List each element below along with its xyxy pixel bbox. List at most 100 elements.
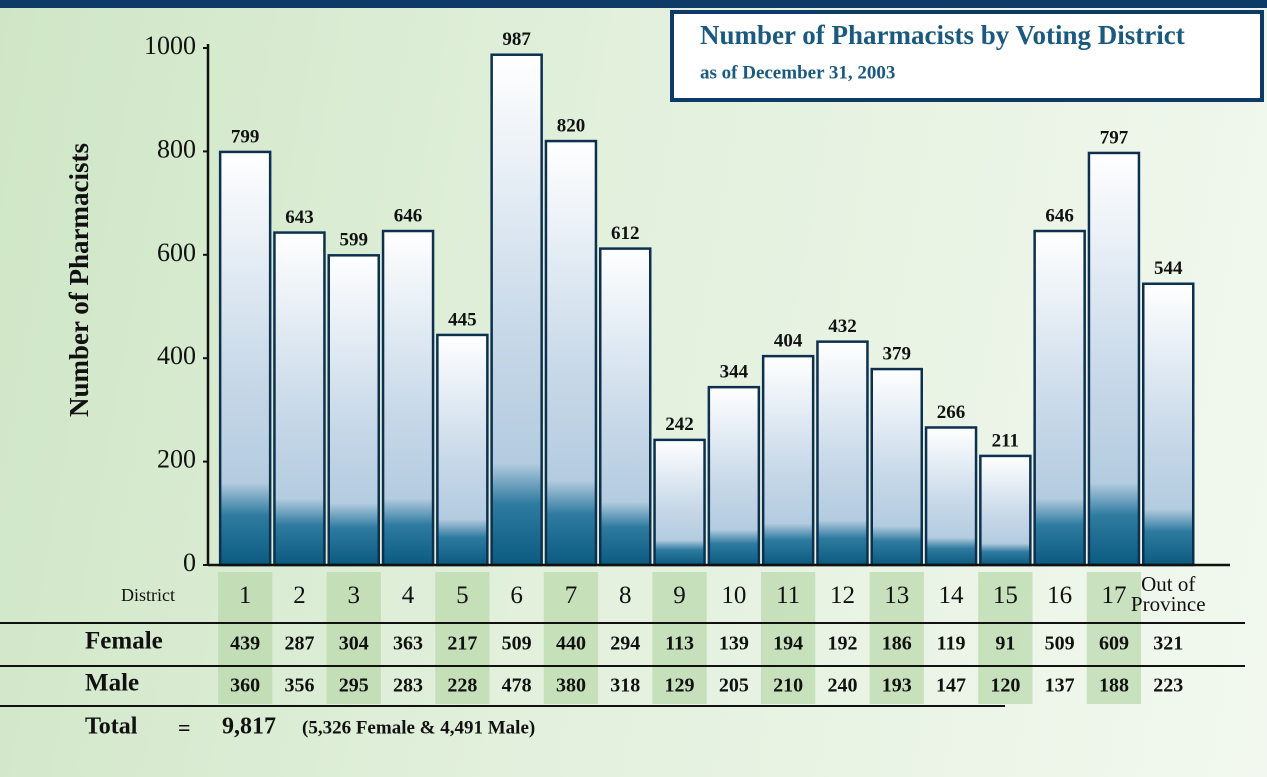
- table-cell: 283: [393, 675, 423, 697]
- x-tick-label: 10: [707, 586, 761, 606]
- table-cell: 205: [719, 675, 749, 697]
- x-tick-label: 11: [761, 586, 815, 606]
- x-tick-label: 12: [815, 586, 869, 606]
- table-cell: 186: [882, 633, 912, 655]
- value-label: 646: [394, 205, 423, 226]
- bar: [872, 369, 922, 565]
- x-tick-label: 2: [272, 586, 326, 606]
- value-label: 599: [340, 230, 369, 251]
- x-tick-label: 14: [924, 586, 978, 606]
- table-cell: 193: [882, 675, 912, 697]
- table-cell: 120: [990, 675, 1020, 697]
- x-tick-label: 3: [327, 586, 381, 606]
- table-cell: 194: [773, 633, 803, 655]
- total-equals: =: [178, 715, 191, 740]
- x-tick-label: 13: [870, 586, 924, 606]
- table-cell: 188: [1099, 675, 1129, 697]
- table-cell: 439: [230, 633, 260, 655]
- x-tick-label: 9: [652, 586, 706, 606]
- bar: [546, 141, 596, 565]
- x-tick-label: 6: [490, 586, 544, 606]
- table-cell: 147: [936, 675, 966, 697]
- table-cell: 192: [827, 633, 857, 655]
- bar: [437, 335, 487, 565]
- table-cell: 440: [556, 633, 586, 655]
- table-cell: 363: [393, 633, 423, 655]
- table-cell: 294: [610, 633, 640, 655]
- x-tick-label: 7: [544, 586, 598, 606]
- x-tick-label: Out of Province: [1130, 574, 1206, 614]
- value-label: 404: [774, 330, 803, 351]
- table-cell: 139: [719, 633, 749, 655]
- y-tick-label: 0: [183, 548, 196, 577]
- row-label: Male: [85, 670, 139, 697]
- bar: [1035, 231, 1085, 565]
- value-label: 797: [1100, 127, 1129, 148]
- table-cell: 380: [556, 675, 586, 697]
- bar: [329, 255, 379, 565]
- bar: [655, 440, 705, 565]
- bar: [763, 356, 813, 565]
- table-cell: 91: [995, 633, 1015, 655]
- table-cell: 287: [284, 633, 314, 655]
- table-cell: 240: [827, 675, 857, 697]
- table-cell: 478: [502, 675, 532, 697]
- x-tick-label: 15: [978, 586, 1032, 606]
- chart-subtitle: as of December 31, 2003: [700, 62, 895, 83]
- value-label: 344: [720, 362, 749, 383]
- bar: [709, 387, 759, 565]
- bar: [817, 342, 867, 565]
- table-cell: 318: [610, 675, 640, 697]
- table-cell: 223: [1153, 675, 1183, 697]
- value-label: 266: [937, 402, 966, 423]
- table-cell: 509: [502, 633, 532, 655]
- value-label: 643: [285, 207, 314, 228]
- x-tick-label: 1: [218, 586, 272, 606]
- x-tick-label: 8: [598, 586, 652, 606]
- table-cell: 217: [447, 633, 477, 655]
- value-label: 544: [1154, 258, 1183, 279]
- x-axis-label: District: [121, 585, 175, 605]
- chart-title: Number of Pharmacists by Voting District: [700, 20, 1185, 50]
- value-label: 211: [992, 430, 1019, 451]
- value-label: 612: [611, 223, 640, 244]
- bar: [600, 249, 650, 565]
- value-label: 799: [231, 126, 260, 147]
- page: Number of Pharmacists by Voting District…: [0, 0, 1267, 777]
- table-cell: 113: [665, 633, 694, 655]
- x-tick-label: 16: [1033, 586, 1087, 606]
- value-label: 445: [448, 309, 477, 330]
- table-cell: 609: [1099, 633, 1129, 655]
- value-label: 987: [502, 29, 531, 50]
- x-tick-label: 4: [381, 586, 435, 606]
- table-cell: 119: [937, 633, 966, 655]
- value-label: 646: [1045, 205, 1074, 226]
- chart: Number of Pharmacists by Voting District…: [0, 0, 1267, 777]
- table-cell: 295: [339, 675, 369, 697]
- bar: [492, 55, 542, 565]
- value-label: 432: [828, 316, 857, 337]
- value-label: 820: [557, 115, 586, 136]
- top-bar: [0, 0, 1267, 8]
- y-tick-label: 400: [157, 341, 196, 370]
- bar: [980, 456, 1030, 565]
- table-cell: 129: [665, 675, 695, 697]
- total-breakdown: (5,326 Female & 4,491 Male): [302, 717, 535, 738]
- bar: [926, 427, 976, 565]
- bar: [1089, 153, 1139, 565]
- y-tick-label: 800: [157, 134, 196, 163]
- table-cell: 360: [230, 675, 260, 697]
- total-value: 9,817: [222, 714, 276, 740]
- table-cell: 137: [1045, 675, 1075, 697]
- row-label: Female: [85, 628, 163, 655]
- total-label: Total: [85, 714, 138, 740]
- y-axis-label: Number of Pharmacists: [64, 143, 94, 417]
- value-label: 379: [883, 343, 912, 364]
- table-cell: 228: [447, 675, 477, 697]
- y-tick-label: 1000: [144, 31, 196, 60]
- bar: [220, 152, 270, 565]
- table-cell: 210: [773, 675, 803, 697]
- table-cell: 509: [1045, 633, 1075, 655]
- table-cell: 321: [1153, 633, 1183, 655]
- x-tick-label: 5: [435, 586, 489, 606]
